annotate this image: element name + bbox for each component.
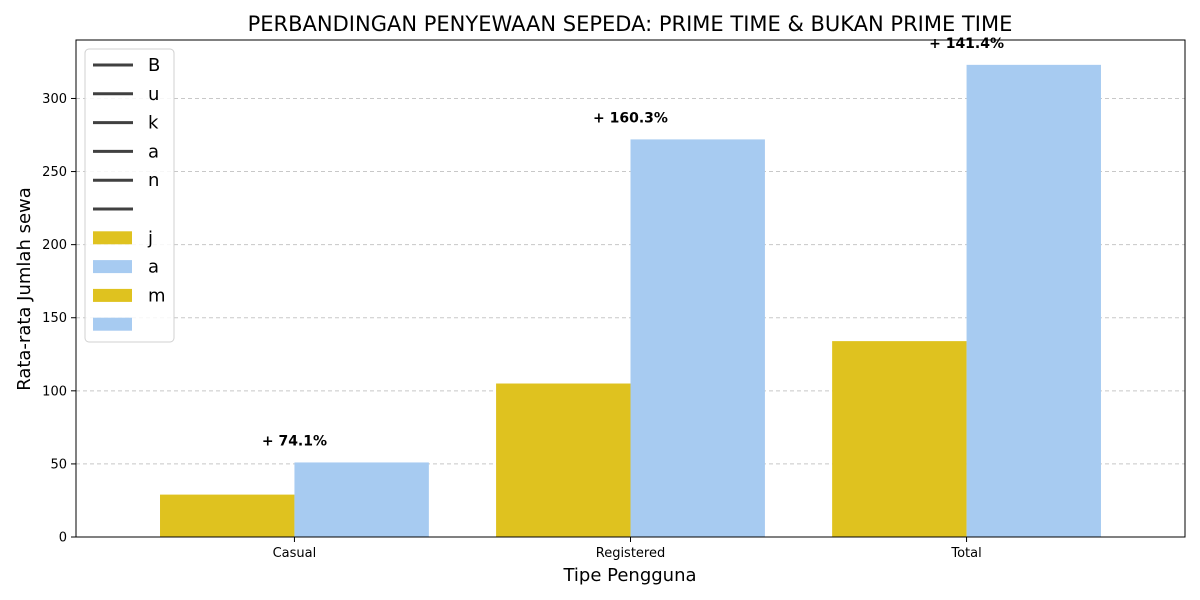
legend-patch-swatch [93, 317, 132, 331]
bar-series-1-registered [496, 383, 631, 537]
legend-label: k [148, 113, 159, 134]
bar-series-2-casual [294, 462, 429, 537]
legend-label: m [148, 285, 166, 306]
y-tick-label: 200 [42, 238, 67, 253]
x-axis: Casual Registered Total [273, 537, 982, 561]
bar-annotation-total: + 141.4% [929, 36, 1004, 52]
bar-series-1-total [832, 341, 967, 537]
x-tick-label: Registered [596, 546, 666, 561]
y-tick-label: 0 [59, 531, 67, 546]
bar-series-2-registered [630, 139, 765, 537]
y-axis: 0 50 100 150 200 250 300 [42, 92, 76, 546]
y-axis-label: Rata-rata Jumlah sewa [14, 187, 35, 391]
y-tick-label: 100 [42, 384, 67, 399]
bar-series-2-total [966, 64, 1101, 537]
y-tick-label: 300 [42, 92, 67, 107]
bars [160, 64, 1101, 537]
bar-annotation-casual: + 74.1% [262, 433, 327, 449]
x-tick-label: Casual [273, 546, 317, 561]
y-tick-label: 150 [42, 311, 67, 326]
legend-label: a [148, 257, 159, 278]
legend-patch-swatch [93, 231, 132, 245]
bar-annotation-registered: + 160.3% [593, 110, 668, 126]
x-tick-label: Total [950, 546, 981, 561]
bar-series-1-casual [160, 494, 295, 537]
legend-label: a [148, 141, 159, 162]
legend-patch-swatch [93, 288, 132, 302]
legend-label: n [148, 170, 159, 191]
chart-title: PERBANDINGAN PENYEWAAN SEPEDA: PRIME TIM… [248, 12, 1013, 36]
legend-label: B [148, 55, 160, 76]
legend-label: u [148, 84, 159, 105]
legend-patch-swatch [93, 260, 132, 274]
y-tick-label: 250 [42, 165, 67, 180]
x-axis-label: Tipe Pengguna [562, 565, 696, 586]
legend-label: j [147, 228, 153, 249]
y-tick-label: 50 [50, 457, 67, 472]
